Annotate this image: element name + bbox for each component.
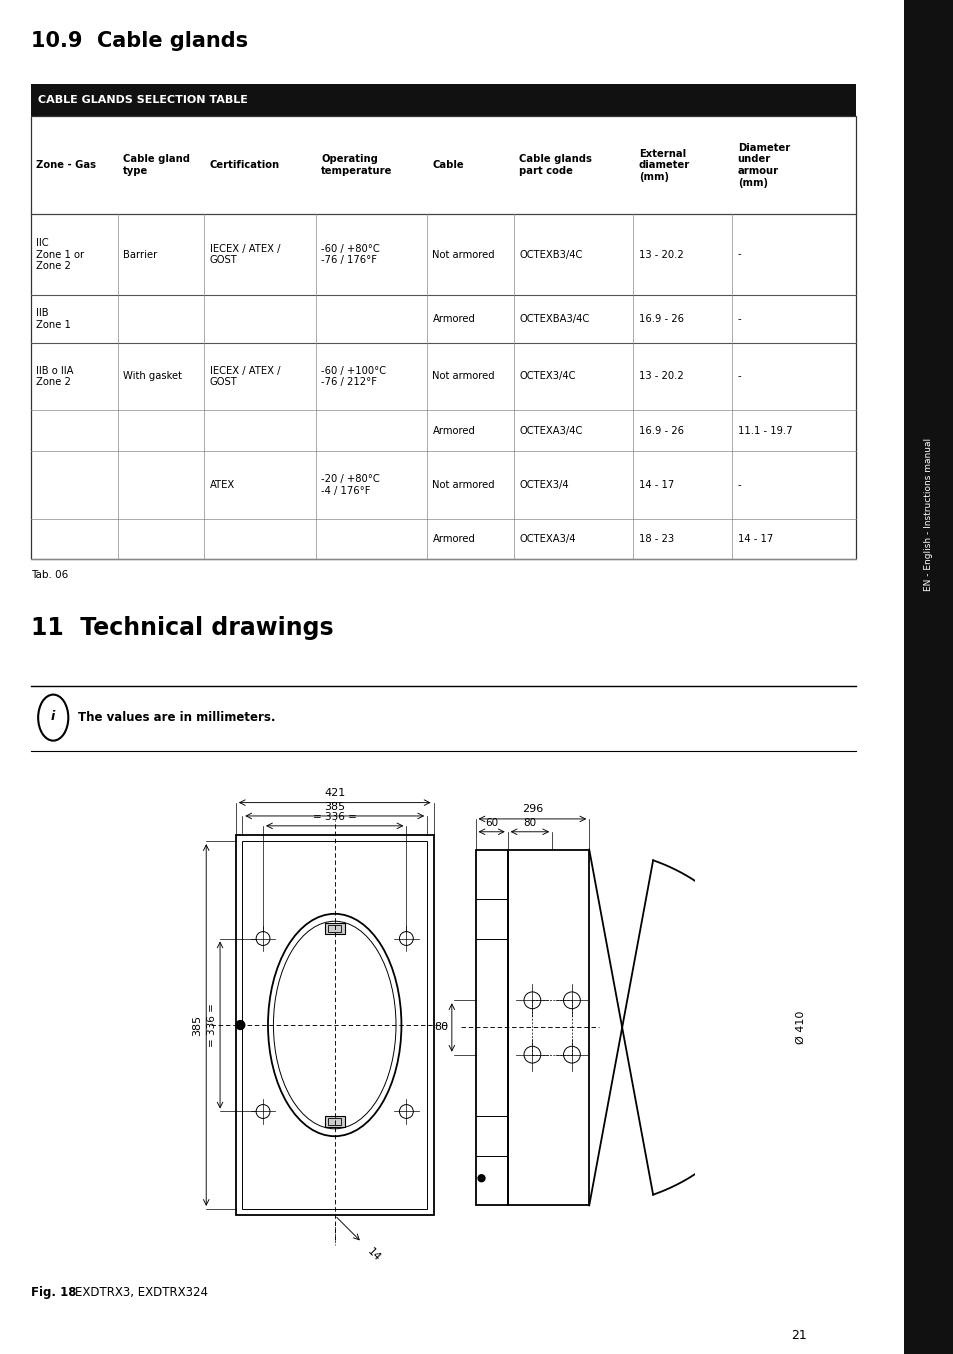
- Text: = 336 =: = 336 =: [207, 1003, 216, 1047]
- Text: Cable gland
type: Cable gland type: [123, 154, 190, 176]
- Text: IIC
Zone 1 or
Zone 2: IIC Zone 1 or Zone 2: [36, 238, 85, 271]
- Bar: [324, 923, 344, 934]
- Text: 16.9 - 26: 16.9 - 26: [639, 425, 683, 436]
- Text: 13 - 20.2: 13 - 20.2: [639, 249, 682, 260]
- Bar: [31, 84, 855, 116]
- Text: Armored: Armored: [432, 314, 475, 324]
- Text: 13 - 20.2: 13 - 20.2: [639, 371, 682, 382]
- Text: Armored: Armored: [432, 533, 475, 544]
- Circle shape: [477, 1175, 484, 1182]
- Text: -20 / +80°C
-4 / 176°F: -20 / +80°C -4 / 176°F: [321, 474, 379, 496]
- Text: 21: 21: [791, 1328, 806, 1342]
- Text: Diameter
under
armour
(mm): Diameter under armour (mm): [737, 142, 789, 188]
- Text: 18 - 23: 18 - 23: [639, 533, 673, 544]
- Text: 14: 14: [365, 1246, 382, 1263]
- Bar: [31, 116, 855, 559]
- Text: 14 - 17: 14 - 17: [639, 479, 673, 490]
- Text: Not armored: Not armored: [432, 249, 495, 260]
- Text: 11.1 - 19.7: 11.1 - 19.7: [737, 425, 792, 436]
- Text: -60 / +100°C
-76 / 212°F: -60 / +100°C -76 / 212°F: [321, 366, 386, 387]
- Text: 11  Technical drawings: 11 Technical drawings: [31, 616, 334, 640]
- Text: 10.9  Cable glands: 10.9 Cable glands: [31, 31, 248, 51]
- Circle shape: [235, 1021, 245, 1029]
- Text: Zone - Gas: Zone - Gas: [36, 160, 96, 171]
- Text: EXDTRX3, EXDTRX324: EXDTRX3, EXDTRX324: [75, 1286, 208, 1300]
- Text: With gasket: With gasket: [123, 371, 182, 382]
- Text: -: -: [737, 479, 740, 490]
- Text: Certification: Certification: [210, 160, 279, 171]
- Text: OCTEXA3/4C: OCTEXA3/4C: [518, 425, 582, 436]
- Text: -: -: [737, 249, 740, 260]
- Text: Ø 410: Ø 410: [795, 1011, 805, 1044]
- Bar: [235, 835, 433, 1216]
- Text: The values are in millimeters.: The values are in millimeters.: [78, 711, 275, 724]
- Text: 16.9 - 26: 16.9 - 26: [639, 314, 683, 324]
- Text: Fig. 18: Fig. 18: [31, 1286, 76, 1300]
- Text: 14 - 17: 14 - 17: [737, 533, 772, 544]
- Text: IIB
Zone 1: IIB Zone 1: [36, 309, 71, 329]
- Text: Not armored: Not armored: [432, 371, 495, 382]
- Text: 80: 80: [523, 818, 536, 827]
- Text: -: -: [737, 371, 740, 382]
- Text: ATEX: ATEX: [210, 479, 234, 490]
- Text: Cable: Cable: [432, 160, 463, 171]
- Text: OCTEX3/4: OCTEX3/4: [518, 479, 568, 490]
- Text: = 336 =: = 336 =: [313, 812, 356, 822]
- Bar: [903, 0, 953, 1354]
- Text: 421: 421: [324, 788, 345, 798]
- Text: IECEX / ATEX /
GOST: IECEX / ATEX / GOST: [210, 244, 280, 265]
- Text: OCTEXBA3/4C: OCTEXBA3/4C: [518, 314, 589, 324]
- Text: OCTEXA3/4: OCTEXA3/4: [518, 533, 575, 544]
- Bar: [328, 925, 341, 932]
- Bar: [328, 1118, 341, 1125]
- Text: Barrier: Barrier: [123, 249, 157, 260]
- Text: OCTEX3/4C: OCTEX3/4C: [518, 371, 575, 382]
- Text: EN - English - Instructions manual: EN - English - Instructions manual: [923, 437, 932, 592]
- Text: Not armored: Not armored: [432, 479, 495, 490]
- Text: 80: 80: [434, 1022, 447, 1033]
- Text: OCTEXB3/4C: OCTEXB3/4C: [518, 249, 582, 260]
- Text: Armored: Armored: [432, 425, 475, 436]
- Bar: [242, 841, 427, 1209]
- Text: Operating
temperature: Operating temperature: [321, 154, 392, 176]
- Text: Cable glands
part code: Cable glands part code: [518, 154, 591, 176]
- Text: External
diameter
(mm): External diameter (mm): [639, 149, 689, 181]
- Text: IECEX / ATEX /
GOST: IECEX / ATEX / GOST: [210, 366, 280, 387]
- Text: -60 / +80°C
-76 / 176°F: -60 / +80°C -76 / 176°F: [321, 244, 379, 265]
- Text: 60: 60: [484, 818, 497, 827]
- Text: 385: 385: [324, 802, 345, 811]
- Text: 385: 385: [193, 1014, 202, 1036]
- Text: 296: 296: [521, 804, 542, 814]
- Bar: [324, 1116, 344, 1127]
- Text: Tab. 06: Tab. 06: [31, 570, 69, 580]
- Bar: [475, 849, 507, 1205]
- Text: IIB o IIA
Zone 2: IIB o IIA Zone 2: [36, 366, 73, 387]
- Text: -: -: [737, 314, 740, 324]
- Bar: [507, 849, 589, 1205]
- Text: i: i: [51, 709, 55, 723]
- Text: CABLE GLANDS SELECTION TABLE: CABLE GLANDS SELECTION TABLE: [38, 95, 248, 106]
